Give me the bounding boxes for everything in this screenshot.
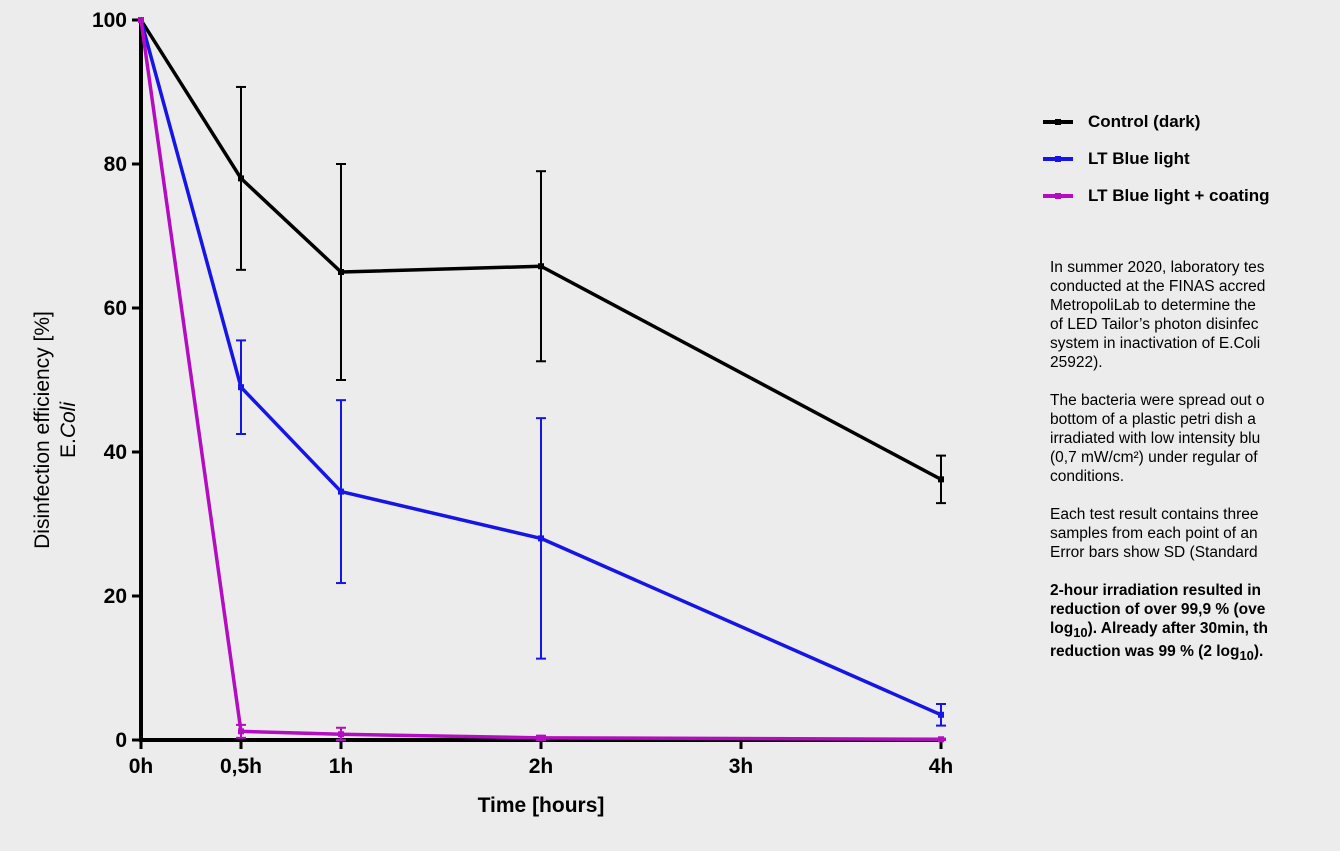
x-tick-label: 3h [729,755,754,778]
legend-item-blue-light: LT Blue light [1043,149,1340,186]
legend-label-control: Control (dark) [1088,112,1201,131]
y-tick-label: 60 [104,297,127,320]
notes-paragraph-3: Each test result contains three samples … [1050,505,1340,562]
plot-area: 0h 0,5h 1h 2h 3h 4h 0 20 40 60 80 100 [92,9,953,778]
notes-line: irradiated with low intensity blu [1050,430,1261,447]
data-point [938,736,944,743]
legend-swatch-blue-light-coating [1043,193,1073,199]
legend-item-control: Control (dark) [1043,112,1340,149]
notes-line: The bacteria were spread out o [1050,392,1265,409]
data-point [238,175,244,182]
legend-swatch-control [1043,119,1073,125]
data-point [238,728,244,735]
y-axis-title: Disinfection efficiency [%] [31,311,54,549]
data-point [138,17,144,23]
notes-line: conditions. [1050,468,1125,485]
x-axis-title: Time [hours] [478,794,605,817]
notes-line: reduction was 99 % (2 log10). [1050,643,1264,664]
notes-line: 25922). [1050,354,1103,371]
notes-line: bottom of a plastic petri dish a [1050,411,1256,428]
notes-line: samples from each point of an [1050,525,1258,542]
notes-line: log10). Already after 30min, th [1050,620,1268,641]
notes-line: Each test result contains three [1050,506,1259,523]
y-tick-label: 20 [104,585,127,608]
x-tick-label: 2h [529,755,554,778]
notes-line: (0,7 mW/cm²) under regular of [1050,449,1258,466]
legend-item-blue-light-coating: LT Blue light + coating [1043,186,1340,223]
data-point [938,476,944,483]
data-point [538,535,544,542]
notes-line: In summer 2020, laboratory tes [1050,259,1265,276]
legend-swatch-blue-light [1043,156,1073,162]
legend: Control (dark) LT Blue light LT Blue lig… [1043,112,1340,223]
y-tick-label: 100 [92,9,127,32]
notes-line: Error bars show SD (Standard [1050,544,1258,561]
x-tick-label: 4h [929,755,954,778]
data-point [338,488,344,495]
legend-label-blue-light: LT Blue light [1088,149,1190,168]
y-tick-label: 80 [104,153,127,176]
data-point [938,711,944,718]
description-notes: In summer 2020, laboratory tes conducted… [1050,258,1340,778]
notes-line: conducted at the FINAS accred [1050,278,1266,295]
notes-paragraph-2: The bacteria were spread out o bottom of… [1050,391,1340,486]
notes-line: reduction of over 99,9 % (ove [1050,601,1266,618]
data-point [238,384,244,391]
y-tick-label: 40 [104,441,127,464]
data-point [338,731,344,738]
data-point [538,263,544,270]
x-tick-label: 0,5h [220,755,262,778]
notes-line: MetropoliLab to determine the [1050,297,1256,314]
y-axis-subtitle: E.Coli [57,401,80,458]
notes-line: of LED Tailor’s photon disinfec [1050,316,1259,333]
y-tick-label: 0 [115,729,127,752]
notes-line: 2-hour irradiation resulted in [1050,582,1261,599]
x-tick-label: 0h [129,755,154,778]
notes-line: system in inactivation of E.Coli [1050,335,1261,352]
notes-paragraph-1: In summer 2020, laboratory tes conducted… [1050,258,1340,372]
x-tick-label: 1h [329,755,354,778]
notes-paragraph-4: 2-hour irradiation resulted in reduction… [1050,581,1340,665]
data-point [538,734,544,741]
legend-label-blue-light-coating: LT Blue light + coating [1088,186,1270,205]
data-point [338,269,344,275]
